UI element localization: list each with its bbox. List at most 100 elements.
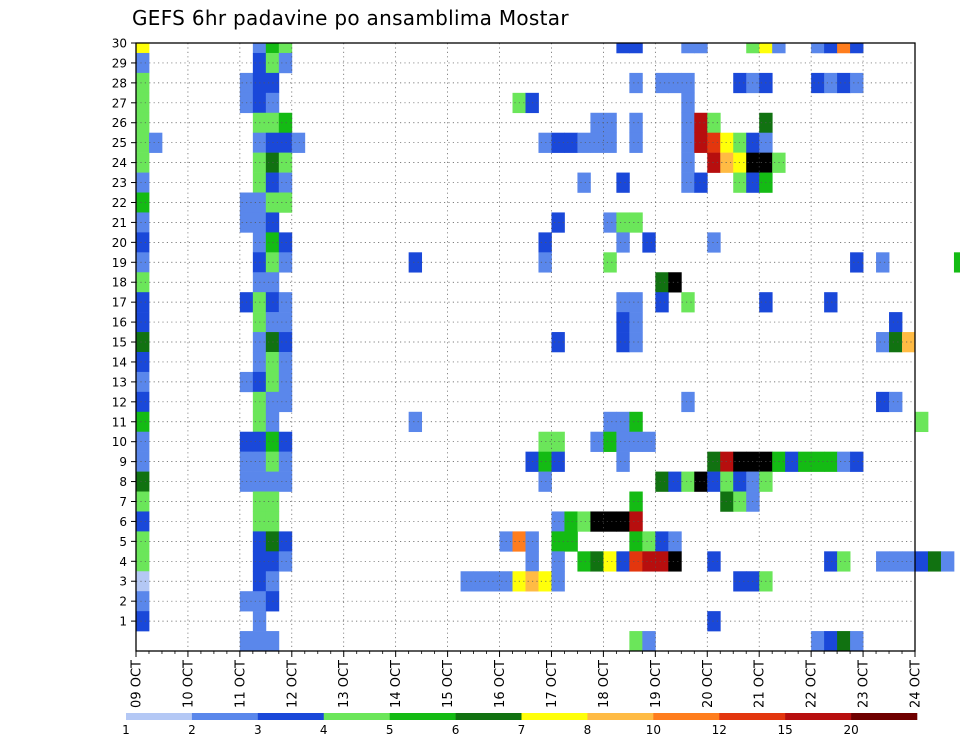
legend-label: 7 (518, 723, 526, 737)
heatmap-cell (837, 551, 851, 572)
heatmap-cell (940, 551, 955, 572)
heatmap-cell (278, 232, 293, 253)
heatmap-cell (136, 411, 150, 433)
heatmap-cell (681, 292, 695, 313)
heatmap-cell (564, 531, 578, 552)
heatmap-cell (136, 52, 150, 74)
legend-label: 3 (254, 723, 262, 737)
heatmap-cell (629, 312, 643, 333)
heatmap-cell (136, 551, 150, 572)
heatmap-cell (837, 631, 851, 652)
heatmap-cell (590, 431, 604, 452)
heatmap-cell (837, 451, 851, 472)
heatmap-cell (278, 172, 293, 193)
heatmap-cell (824, 451, 838, 472)
heatmap-cell (136, 571, 150, 592)
heatmap-cell (136, 531, 150, 552)
heatmap-cell (681, 112, 695, 133)
heatmap-cell (278, 471, 293, 492)
y-tick-label: 11 (112, 415, 127, 429)
heatmap-cell (642, 631, 656, 652)
y-tick-label: 28 (112, 76, 127, 90)
heatmap-cell (850, 252, 864, 273)
heatmap-cell (564, 132, 578, 153)
legend-label: 2 (188, 723, 196, 737)
heatmap-cell (136, 192, 150, 213)
heatmap-cell (902, 551, 916, 572)
heatmap-cell (642, 431, 656, 452)
heatmap-cell (876, 391, 890, 413)
heatmap-cell (408, 252, 423, 273)
heatmap-cell (694, 112, 708, 133)
heatmap-cell (603, 252, 617, 273)
x-tick-label: 21 OCT (753, 660, 768, 708)
grid-lines (136, 42, 915, 651)
heatmap-cell (136, 232, 150, 253)
heatmap-cell (603, 431, 617, 452)
heatmap-cell (265, 631, 280, 652)
legend-label: 6 (452, 723, 460, 737)
heatmap-cell (668, 471, 682, 492)
heatmap-cell (538, 451, 552, 472)
heatmap-cell (953, 252, 960, 273)
heatmap-cell (603, 132, 617, 153)
heatmap-cell (629, 212, 643, 233)
heatmap-cell (577, 511, 591, 532)
heatmap-cell (603, 551, 617, 572)
x-tick-label: 22 OCT (805, 660, 820, 708)
heatmap-cell (538, 232, 552, 253)
heatmap-cell (616, 411, 630, 433)
heatmap-cell (136, 391, 150, 413)
x-tick-label: 11 OCT (233, 660, 248, 708)
heatmap-cell (278, 371, 293, 393)
heatmap-cell (811, 451, 825, 472)
heatmap-cell (720, 491, 734, 512)
legend-swatch (323, 713, 390, 720)
heatmap-cell (642, 551, 656, 572)
y-tick-label: 30 (112, 37, 127, 51)
heatmap-cell (837, 43, 851, 54)
heatmap-cell (136, 351, 150, 373)
heatmap-cell (707, 611, 721, 632)
heatmap-cell (551, 531, 565, 552)
heatmap-cell (772, 43, 786, 54)
heatmap-cell (707, 551, 721, 572)
heatmap-cell (136, 252, 150, 273)
heatmap-cell (850, 43, 864, 54)
heatmap-cell (551, 132, 565, 153)
heatmap-cell (681, 43, 695, 54)
heatmap-cell (707, 112, 721, 133)
legend-swatch (653, 713, 720, 720)
heatmap-cell (136, 471, 150, 492)
heatmap-cell (707, 232, 721, 253)
heatmap-cell (876, 252, 890, 273)
heatmap-cell (136, 312, 150, 333)
heatmap-cell (278, 152, 293, 173)
heatmap-cell (811, 72, 825, 94)
heatmap-cell (850, 72, 864, 94)
legend-swatch (191, 713, 259, 720)
heatmap-cell (629, 411, 643, 433)
heatmap-cell (629, 43, 643, 54)
y-tick-label: 21 (112, 216, 127, 230)
legend-label: 20 (843, 723, 858, 737)
y-axis: 1234567891011121314151617181920212223242… (112, 37, 136, 629)
heatmap-cell (136, 591, 150, 612)
heatmap-cell (590, 112, 604, 133)
legend-swatch (587, 713, 654, 720)
heatmap-cell (616, 332, 630, 353)
x-tick-label: 12 OCT (285, 660, 300, 708)
legend-swatch (719, 713, 786, 720)
heatmap-cell (707, 451, 721, 472)
heatmap-cell (629, 531, 643, 552)
y-tick-label: 18 (112, 276, 127, 290)
heatmap-cell (136, 611, 150, 632)
heatmap-cell (694, 43, 708, 54)
heatmap-cell (538, 431, 552, 452)
heatmap-cell (681, 152, 695, 173)
heatmap-cell (136, 132, 150, 153)
heatmap-cell (707, 152, 721, 173)
heatmap-cell (136, 43, 150, 54)
heatmap-cell (148, 132, 163, 153)
x-tick-label: 18 OCT (597, 660, 612, 708)
